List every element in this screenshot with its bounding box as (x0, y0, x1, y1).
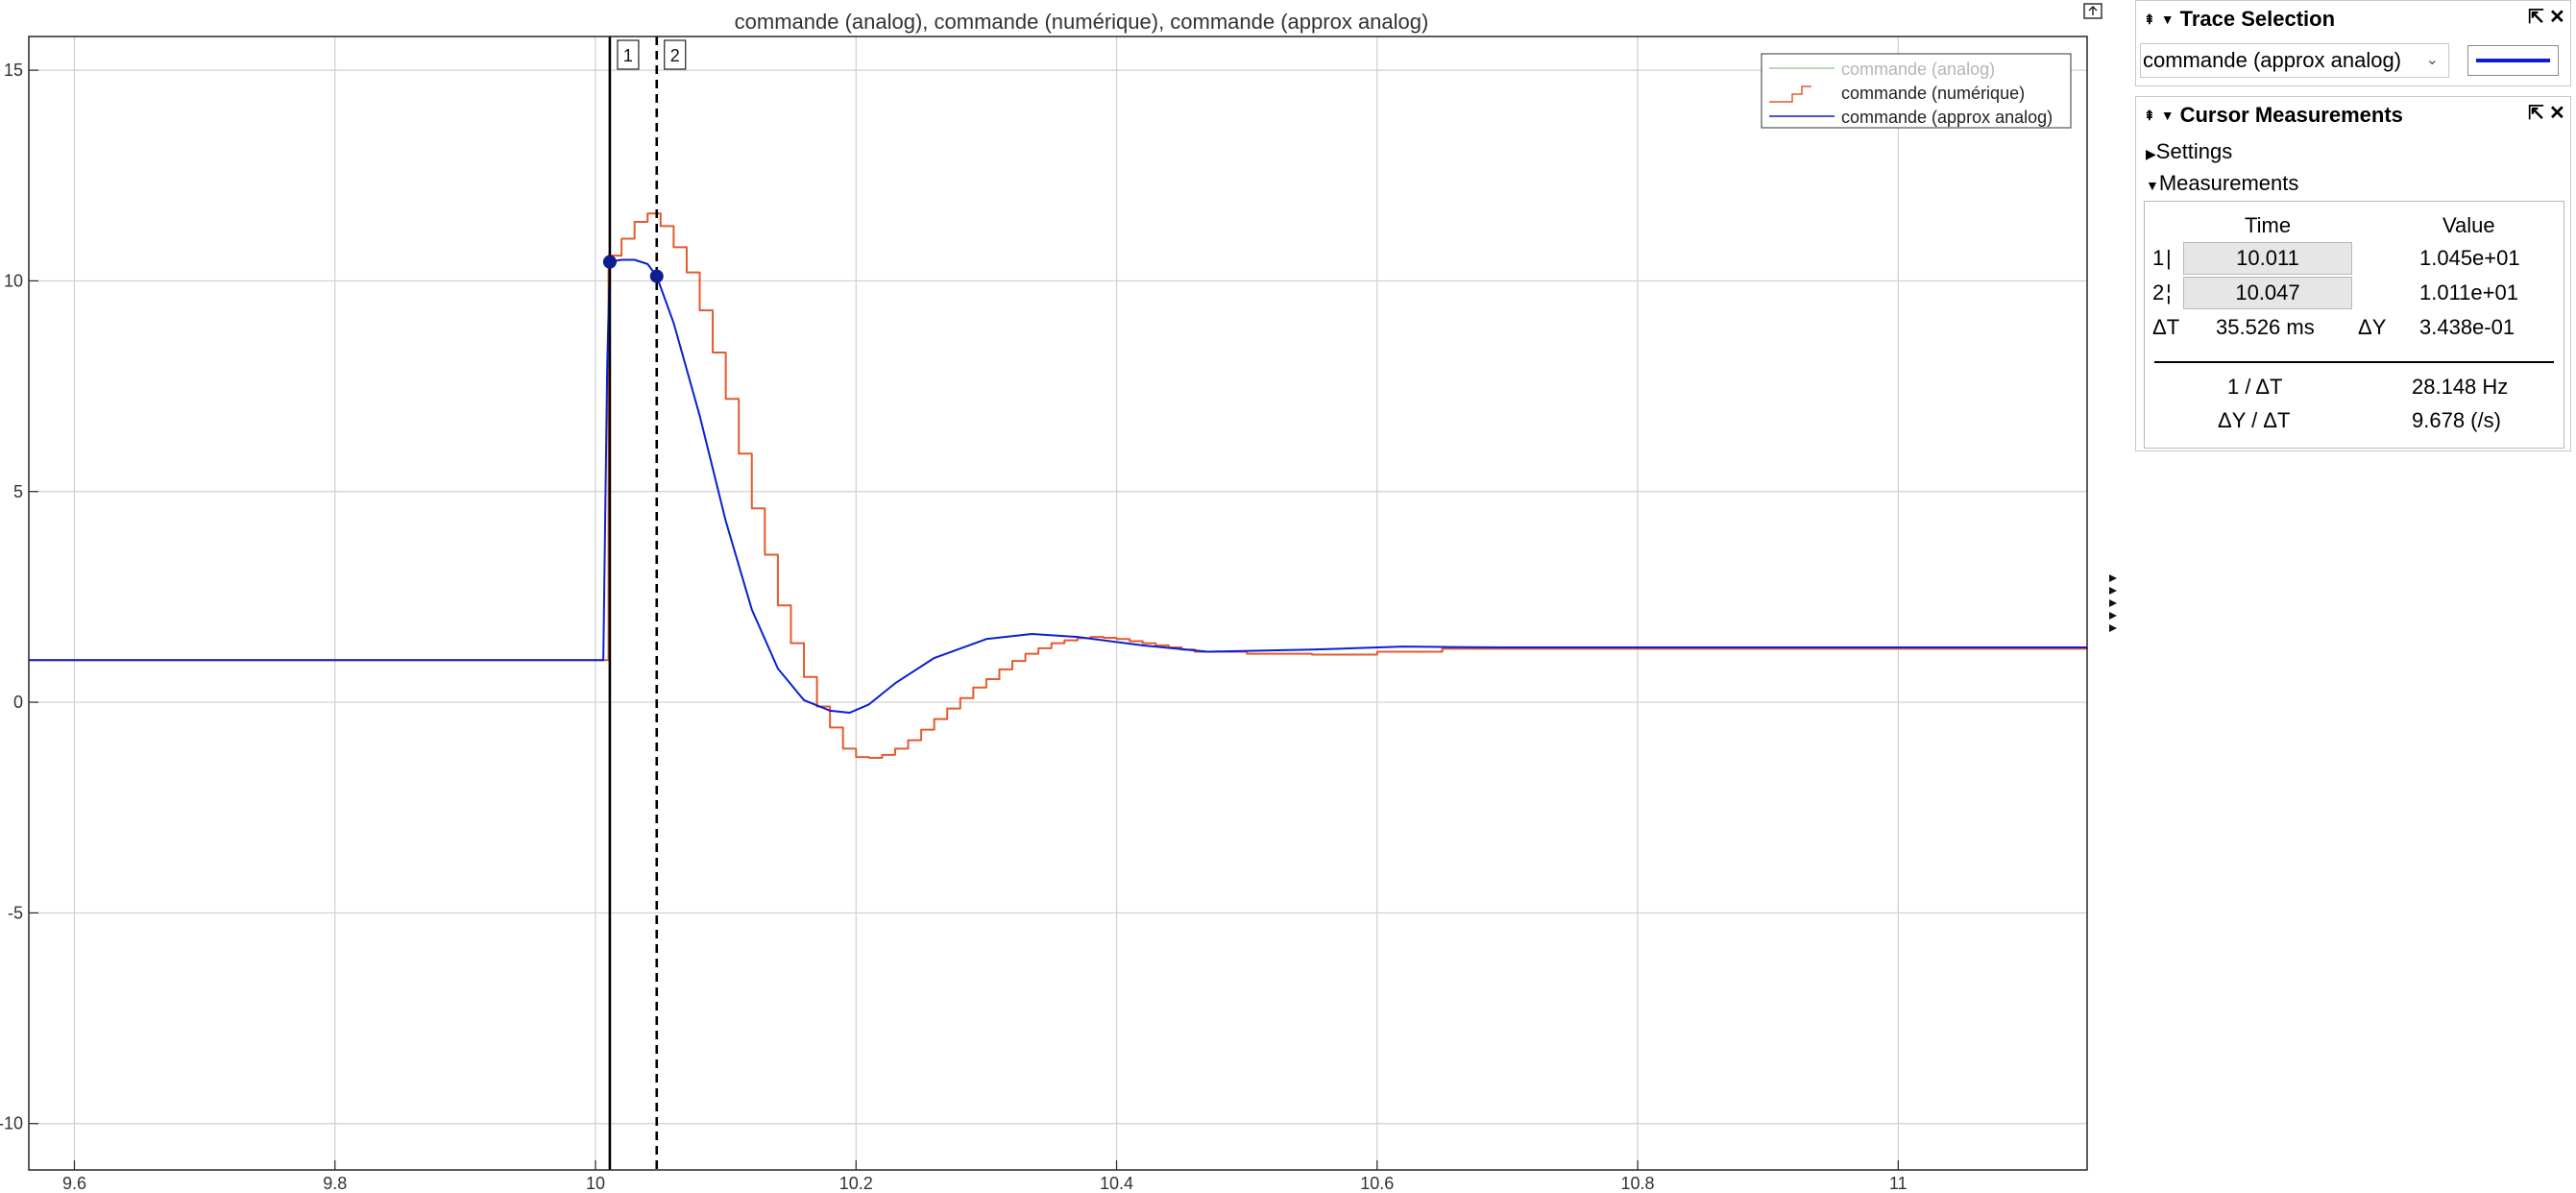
x-tick-label: 10.8 (1621, 1174, 1655, 1193)
series-approx-analog-line (29, 258, 2087, 715)
inverse-delta-t-label: 1 / ΔT (2227, 375, 2283, 399)
cursor-measurements-panel: ⇞ ▼ Cursor Measurements ⇱ ✕ ▶Settings ▼M… (2135, 96, 2571, 451)
legend-label-analog: commande (analog) (1841, 60, 1995, 79)
x-tick-label: 10.6 (1360, 1174, 1394, 1193)
col-header-value: Value (2442, 213, 2495, 237)
cursor-2-tag[interactable] (664, 39, 687, 70)
plot-title: commande (analog), commande (numérique),… (735, 10, 1429, 34)
cursor-1-time-input[interactable]: 10.011 (2183, 242, 2352, 275)
measurements-label: Measurements (2158, 171, 2299, 195)
y-tick-label: 0 (13, 693, 23, 712)
slope-value: 9.678 (/s) (2412, 408, 2501, 432)
plot-series (29, 212, 2088, 759)
measurements-section-toggle[interactable]: ▼Measurements (2146, 171, 2298, 196)
cursor-2-time-input[interactable]: 10.047 (2183, 277, 2352, 309)
delta-t-label: ΔT (2152, 315, 2180, 339)
undock-icon[interactable]: ⇱ (2528, 103, 2544, 124)
axes-frame (28, 36, 2088, 1171)
undock-icon[interactable]: ⇱ (2528, 7, 2544, 28)
legend-label-approx-analog: commande (approx analog) (1841, 108, 2053, 127)
plot-grid (29, 37, 2087, 1170)
triangle-down-icon: ▼ (2146, 178, 2159, 193)
cursor-solid-marker-icon: | (2166, 246, 2172, 270)
settings-section-toggle[interactable]: ▶Settings (2146, 139, 2232, 164)
cursor-1-tag-label: 1 (623, 46, 633, 65)
y-tick-label: -5 (8, 903, 23, 922)
cursor-measurements-header[interactable]: ⇞ ▼ Cursor Measurements (2144, 103, 2403, 128)
trace-selection-title: Trace Selection (2179, 7, 2336, 31)
cursor-1-marker (602, 255, 617, 269)
legend-label-numerique: commande (numérique) (1841, 84, 2025, 103)
slope-label: ΔY / ΔT (2218, 408, 2291, 432)
pin-icon[interactable]: ⇞ (2144, 11, 2155, 27)
y-tick-label: -10 (0, 1114, 23, 1133)
trace-color-line (2476, 59, 2550, 62)
x-tick-label: 11 (1889, 1174, 1908, 1193)
cursor-2-value: 1.011e+01 (2419, 280, 2518, 304)
y-tick-label: 15 (4, 61, 23, 80)
cursor-2-tag-label: 2 (670, 46, 680, 65)
delta-t-value: 35.526 ms (2216, 315, 2315, 339)
series-numerique-line (29, 212, 2088, 759)
cursor-dashed-marker-icon: ¦ (2166, 280, 2172, 304)
plot-legend[interactable]: commande (analog) commande (numérique) c… (1761, 53, 2072, 129)
close-icon[interactable]: ✕ (2549, 7, 2565, 28)
close-icon[interactable]: ✕ (2549, 103, 2565, 124)
y-tick-label: 5 (13, 482, 23, 501)
cursor-row-id: 1 (2152, 246, 2165, 270)
col-header-time: Time (2245, 213, 2292, 237)
x-tick-label: 9.6 (62, 1174, 86, 1193)
trace-selection-header[interactable]: ⇞ ▼ Trace Selection (2144, 7, 2335, 32)
x-tick-label: 10.2 (839, 1174, 873, 1193)
cursor-2-marker (649, 269, 664, 283)
plot-axes: 9.6 9.8 10 10.2 10.4 10.6 10.8 11 15 10 5 0 -5 -10 (0, 61, 1908, 1193)
legend-entry-analog[interactable]: commande (analog) (1769, 60, 1995, 79)
undock-icon[interactable] (2083, 3, 2102, 19)
y-tick-label: 10 (4, 271, 23, 290)
cursor-measurements-title: Cursor Measurements (2179, 103, 2403, 127)
inverse-delta-t-value: 28.148 Hz (2412, 375, 2509, 399)
cursor-1-value: 1.045e+01 (2419, 246, 2520, 270)
pin-icon[interactable]: ⇞ (2144, 107, 2155, 123)
legend-entry-approx-analog[interactable]: commande (approx analog) (1769, 108, 2053, 127)
legend-entry-numerique[interactable]: commande (numérique) (1769, 84, 2025, 103)
settings-label: Settings (2155, 139, 2233, 163)
divider (2154, 361, 2554, 363)
trace-selection-panel: ⇞ ▼ Trace Selection ⇱ ✕ commande (approx… (2135, 0, 2571, 86)
measurements-table: Time Value 1 | 10.011 1.045e+01 2 ¦ 10.0… (2144, 201, 2564, 449)
triangle-right-icon: ▶ (2146, 146, 2156, 161)
chevron-down-icon[interactable]: ▼ (2160, 12, 2175, 27)
x-tick-label: 9.8 (323, 1174, 347, 1193)
trace-dropdown-value: commande (approx analog) (2143, 48, 2402, 72)
triangle-right-icon[interactable] (2109, 574, 2117, 632)
cursor-1-tag[interactable] (617, 39, 640, 70)
trace-dropdown[interactable]: commande (approx analog) ⌄ (2140, 43, 2449, 78)
delta-y-value: 3.438e-01 (2419, 315, 2515, 339)
delta-y-label: ΔY (2358, 315, 2387, 339)
x-tick-label: 10.4 (1100, 1174, 1133, 1193)
cursor-row-id: 2 (2152, 280, 2165, 304)
chevron-down-icon: ⌄ (2425, 52, 2439, 68)
trace-color-swatch[interactable] (2467, 45, 2559, 76)
chevron-down-icon[interactable]: ▼ (2160, 108, 2175, 123)
x-tick-label: 10 (586, 1174, 605, 1193)
